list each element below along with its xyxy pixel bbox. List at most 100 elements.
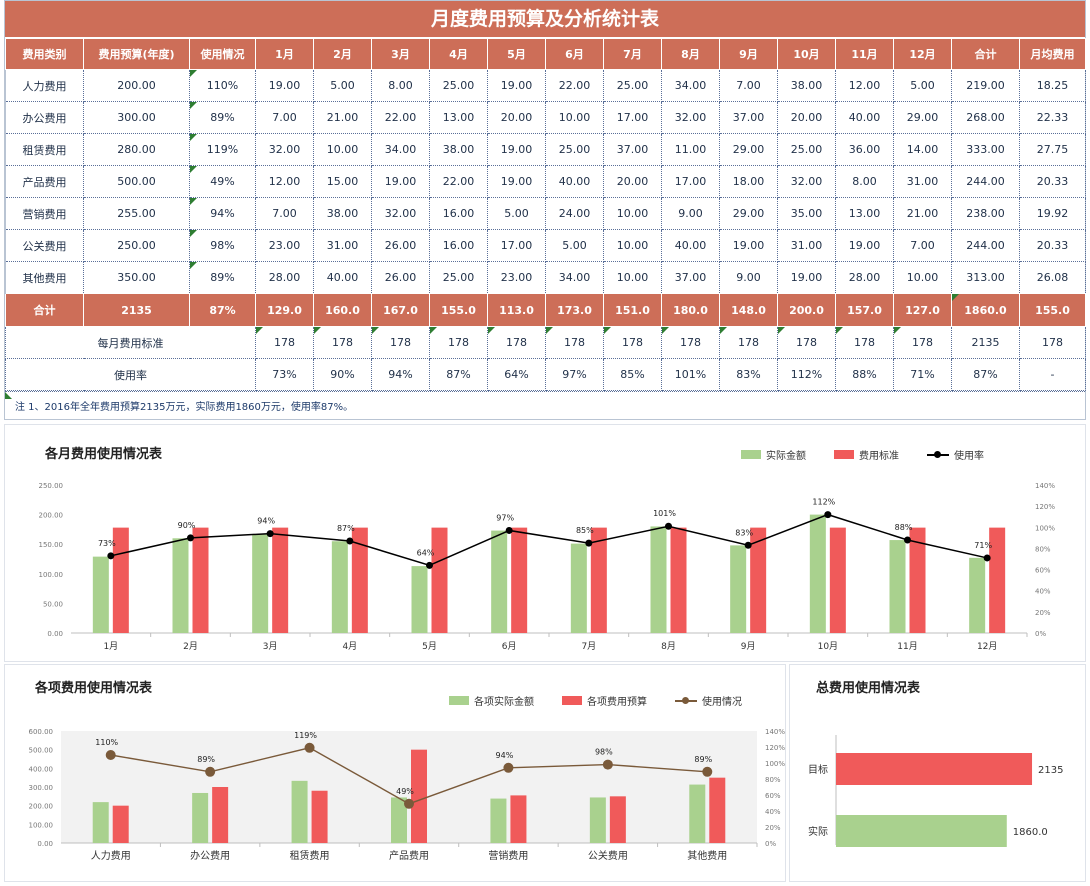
rate-point [665, 522, 672, 530]
budget-table: 费用类别 费用预算(年度) 使用情况 1月 2月 3月 4月 5月 6月 7月 8月 9月 10月 11月… [5, 38, 1086, 391]
month-cell: 16.00 [429, 229, 488, 262]
total-cell: 244.00 [951, 229, 1020, 262]
sub-total-cell: 87% [951, 358, 1020, 391]
month-cell: 31.00 [893, 165, 952, 198]
total-month-cell: 180.0 [661, 293, 720, 327]
month-cell: 29.00 [719, 133, 778, 166]
bar-actual [391, 797, 407, 843]
table-row: 人力费用 200.00 110% 19.00 5.00 8.00 25.00 19.00 22.… [5, 69, 1086, 102]
table-header-row: 费用类别 费用预算(年度) 使用情况 1月 2月 3月 4月 5月 6月 7月 8月 9月 10月 11月… [5, 38, 1086, 70]
legend-cat-budget-swatch [562, 696, 582, 705]
month-cell: 28.00 [835, 261, 894, 294]
month-cell: 38.00 [313, 197, 372, 230]
bar-actual [689, 784, 706, 843]
rate-row-label: 使用率 [5, 358, 256, 391]
total-bar [836, 815, 1007, 847]
bar-target [212, 787, 229, 843]
month-cell: 40.00 [661, 229, 720, 262]
total-budget: 2135 [83, 293, 190, 327]
month-cell: 23.00 [487, 261, 546, 294]
total-chart: 目标 2135 实际 1860.0 [808, 735, 1063, 847]
value-label: 1860.0 [1013, 827, 1048, 838]
month-cell: 22.00 [429, 165, 488, 198]
month-cell: 13.00 [429, 101, 488, 134]
table-row: 其他费用 350.00 89% 28.00 40.00 26.00 25.00 23.00 34… [5, 261, 1086, 294]
rate-point [266, 530, 274, 538]
month-cell: 22.00 [545, 69, 604, 102]
y2-tick-label: 80% [765, 776, 781, 784]
legend-standard-swatch [834, 450, 854, 459]
table-row: 产品费用 500.00 49% 12.00 15.00 19.00 22.00 19.00 40… [5, 165, 1086, 198]
rate-label: 64% [417, 548, 435, 557]
sub-month-cell: 178 [371, 326, 430, 359]
legend-cat-rate-line [675, 696, 697, 704]
month-cell: 29.00 [893, 101, 952, 134]
rate-label: 112% [812, 498, 835, 507]
rate-label: 101% [653, 509, 676, 518]
usage-cell: 49% [189, 165, 256, 198]
month-cell: 20.00 [487, 101, 546, 134]
column-header: 10月 [777, 38, 836, 70]
bar-target [311, 790, 328, 843]
column-header: 4月 [429, 38, 488, 70]
x-tick-label: 11月 [897, 641, 917, 652]
y2-tick-label: 20% [765, 824, 781, 832]
bar-target [670, 527, 687, 633]
month-cell: 15.00 [313, 165, 372, 198]
y2-tick-label: 120% [1035, 503, 1055, 511]
y2-tick-label: 40% [765, 808, 781, 816]
month-cell: 9.00 [661, 197, 720, 230]
category-cell: 其他费用 [5, 261, 84, 294]
month-cell: 21.00 [893, 197, 952, 230]
total-cell: 238.00 [951, 197, 1020, 230]
legend-actual: 实际金额 [766, 451, 806, 462]
y-tick-label: 100.00 [29, 821, 54, 829]
sub-month-cell: 64% [487, 358, 546, 391]
total-cell: 219.00 [951, 69, 1020, 102]
x-tick-label: 公关费用 [588, 849, 628, 862]
standard-row-label: 每月费用标准 [5, 326, 256, 359]
rate-label: 97% [496, 513, 514, 522]
column-header: 7月 [603, 38, 662, 70]
y-tick-label: 400.00 [29, 765, 54, 773]
monthly-chart-title: 各月费用使用情况表 [45, 447, 163, 462]
month-cell: 32.00 [371, 197, 430, 230]
category-legend: 各项实际金额 各项费用预算 使用情况 [449, 693, 764, 708]
x-tick-label: 人力费用 [91, 849, 131, 862]
category-cell: 公关费用 [5, 229, 84, 262]
month-cell: 10.00 [545, 101, 604, 134]
month-cell: 21.00 [313, 101, 372, 134]
rate-point [304, 742, 315, 753]
legend-rate: 使用率 [954, 451, 984, 462]
x-tick-label: 5月 [422, 641, 437, 652]
legend-cat-actual: 各项实际金额 [474, 697, 534, 708]
column-header: 3月 [371, 38, 430, 70]
month-cell: 19.00 [835, 229, 894, 262]
rate-label: 71% [974, 541, 992, 550]
table-total-row: 合计 2135 87% 129.0 160.0 167.0 155.0 113.0 173.0 1… [5, 293, 1086, 327]
total-avg: 155.0 [1019, 293, 1086, 327]
y2-tick-label: 100% [1035, 524, 1055, 532]
sub-month-cell: 178 [661, 326, 720, 359]
y2-tick-label: 60% [1035, 567, 1051, 575]
month-cell: 12.00 [835, 69, 894, 102]
usage-cell: 98% [189, 229, 256, 262]
table-row: 公关费用 250.00 98% 23.00 31.00 26.00 16.00 17.00 5.… [5, 229, 1086, 262]
sub-month-cell: 73% [255, 358, 314, 391]
bar-target [192, 527, 209, 633]
bar-actual [172, 538, 189, 633]
month-cell: 38.00 [777, 69, 836, 102]
y-tick-label: 600.00 [29, 728, 54, 736]
total-usage: 87% [189, 293, 256, 327]
month-cell: 25.00 [429, 69, 488, 102]
y2-tick-label: 100% [765, 760, 785, 768]
sub-month-cell: 88% [835, 358, 894, 391]
budget-sheet: 月度费用预算及分析统计表 费用类别 费用预算(年度) 使用情况 1月 2月 3月 4月 5月 6… [4, 0, 1086, 420]
month-cell: 10.00 [313, 133, 372, 166]
y2-tick-label: 0% [765, 840, 776, 848]
month-cell: 25.00 [777, 133, 836, 166]
rate-label: 94% [257, 517, 275, 526]
month-cell: 19.00 [487, 165, 546, 198]
total-month-cell: 113.0 [487, 293, 546, 327]
rate-line [110, 513, 988, 567]
